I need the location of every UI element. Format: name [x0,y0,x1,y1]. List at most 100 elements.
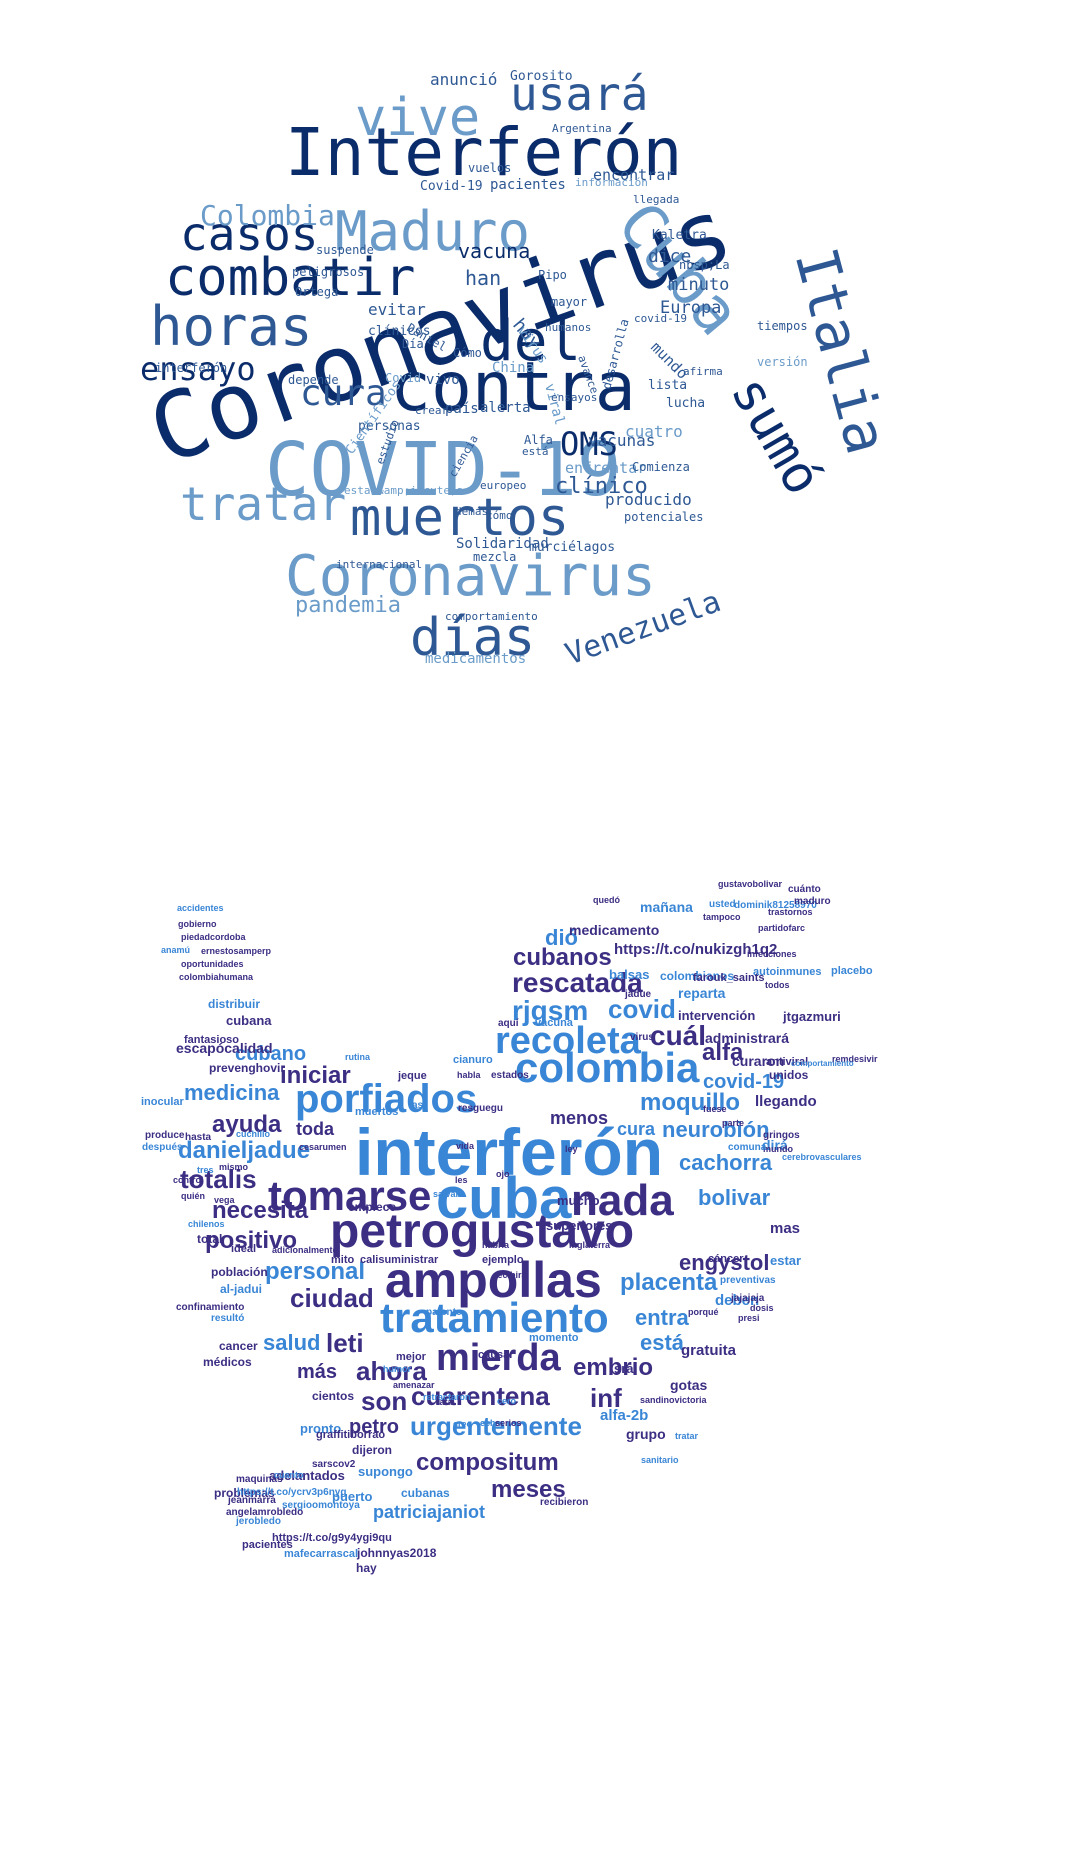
bird-cloud-word-resulto: resultó [211,1313,244,1324]
bird-cloud-word-curaron: curaron [732,1053,784,1069]
bird-cloud-word-mas: más [297,1361,337,1383]
bird-cloud-word-maquinas: maquinas [236,1474,283,1485]
top-cloud-word-contra: contra [390,348,636,427]
bird-cloud-word-https-t-co-ycrv3p6nyg: https://t.co/ycrv3p6nyg [237,1487,346,1498]
bird-cloud-word-porfiados: porfiados [295,1077,477,1121]
bird-cloud-word-dosis: dosis [750,1303,774,1313]
top-cloud-word-crear: crear [415,404,448,417]
bird-cloud-word-alfa: alfa [702,1039,744,1066]
bird-cloud-word-rutina: rutina [345,1052,371,1062]
bird-cloud-word-placenta: placenta [620,1269,718,1296]
bird-cloud-word-prevenghovir: prevenghovir [209,1061,285,1075]
bird-cloud-word-cesarumen: cesarumen [299,1142,347,1152]
top-cloud-word-version: versión [757,355,808,369]
bird-cloud-word-jajajaja: jajajaja [730,1293,765,1304]
bird-cloud-word-usted: usted [709,899,736,910]
bird-cloud-word-causar: causar [478,1349,514,1361]
bird-cloud-word-quien: quién [181,1191,205,1201]
top-cloud-word-producido: producido [605,490,692,509]
bird-cloud-word-humor: humor [383,1364,411,1374]
bird-cloud-word-johnnyas2018: johnnyas2018 [356,1546,437,1560]
bird-cloud-word-mismo: mismo [219,1162,249,1172]
top-cloud-word-covid-19: Covid-19 [420,179,483,194]
bird-cloud-word-patente: patente [426,1307,462,1318]
top-cloud-word-dia: Día [402,337,424,351]
bird-cloud-word-cuanto: cuanto [274,1470,304,1480]
bird-cloud-word-pacientes: pacientes [242,1539,293,1551]
top-cloud-word-alerta: alerta [480,400,531,416]
top-cloud-word-kaletra: Kaletra [652,228,707,243]
bird-cloud-word-aqui: aquí [498,1018,520,1029]
top-cloud-word-suspende: suspende [316,243,374,257]
bird-cloud-word-nada: nada [571,1176,674,1225]
bird-cloud-word-son: son [361,1386,407,1416]
bird-cloud-word-jeque: jeque [397,1070,427,1082]
bird-cloud-word-amenazar: amenazar [393,1380,435,1390]
top-cloud-word-europeo: europeo [480,479,526,492]
bird-cloud-word-maduro: maduro [794,896,831,907]
top-cloud-word-estar-amp-iacute-a: estar&amp;iacute;a [344,484,463,497]
bird-cloud-word-ampollas: ampollas [385,1252,602,1308]
bird-cloud-word-https-t-co-nukizgh1q2: https://t.co/nukizgh1q2 [614,941,777,958]
bird-cloud-word-grupo: grupo [626,1426,666,1442]
bird-cloud-word-gobierno: gobierno [178,919,217,929]
bird-cloud-word-estados: estados [491,1070,529,1081]
bird-cloud-word-gustavobolivar: gustavobolivar [718,879,783,889]
bird-cloud-word-cubano: cubano [235,1043,306,1065]
bird-cloud-word-ejemplo: ejemplo [482,1254,524,1266]
bird-cloud-word-hay: hay [356,1561,377,1575]
bird-cloud-word-fuese: fuese [703,1104,727,1114]
bird-cloud-word-autoinmunes: autoinmunes [753,966,821,978]
bird-cloud-word-totalis: totalis [180,1164,257,1194]
bird-cloud-word-mafecarrascal: mafecarrascal [284,1548,358,1560]
bird-cloud-word-habria: habría [482,1240,510,1250]
bird-cloud-word-vega: vega [214,1195,236,1205]
top-cloud-word-muertos: muertos [350,488,569,548]
bird-cloud-word-fantasioso: fantasioso [184,1034,239,1046]
bird-cloud-word-tomarse: tomarse [268,1172,431,1219]
bird-cloud-word-angelamrobledo: angelamrobledo [226,1507,303,1518]
bird-cloud-word-infecciones: infecciones [747,949,797,959]
bird-cloud-word-danieljadue: danieljadue [178,1137,310,1164]
bird-cloud-word-despues: después [142,1142,183,1153]
bird-cloud-word-urgentemente: urgentemente [410,1411,582,1441]
bird-cloud-word-trastornos: trastornos [768,907,813,917]
bird-cloud-word-inf: inf [590,1383,622,1413]
top-cloud-word-colombia: Colombia [200,199,335,232]
bird-cloud-word-deben: deben [715,1292,759,1309]
top-cloud-word-mezcla: mezcla [473,550,516,564]
bird-cloud-word-cuarentena: cuarentena [411,1381,550,1411]
bird-cloud-word-remdesivir: remdesivir [832,1054,878,1064]
bird-cloud-word-presi: presi [738,1313,760,1323]
bird-cloud-word-alfa-2b: alfa-2b [600,1407,648,1424]
bird-cloud-word-asi: así [412,1100,427,1111]
bird-cloud-word-gotas: gotas [670,1377,708,1393]
bird-cloud-word-placebo: placebo [831,965,873,977]
bird-cloud-word-calisuministrar: calisuministrar [360,1254,439,1266]
bird-cloud-word-jtgazmuri: jtgazmuri [782,1009,841,1024]
top-cloud-word-gorosito: Gorosito [510,69,573,84]
top-cloud-word-combatir: combatir [165,248,415,308]
bird-cloud-word-neurobion: neurobión [662,1117,770,1142]
bird-cloud-word-antiviral: antiviral [766,1056,808,1068]
top-cloud-word-vive: vive [355,88,480,148]
bird-cloud-word-recibira: recibirá [494,1270,528,1280]
top-cloud-word-maduro: Maduro [335,200,530,263]
bird-cloud-word-graffitiborrao: graffitiborrao [316,1429,385,1441]
bird-cloud-word-ahora: ahora [356,1356,427,1386]
bird-cloud-word-rjgsm: rjgsm [512,995,588,1026]
top-cloud-word-solidaridad: Solidaridad [456,536,549,552]
bird-cloud-word-dijeron: dijeron [352,1443,392,1457]
bird-cloud-word-empiece: empiece [348,1200,396,1214]
top-cloud-word-covid-19: COVID-19 [265,427,621,513]
bird-cloud-word-mucho: mucho [557,1193,600,1208]
bird-cloud-word-leti: leti [326,1328,364,1358]
top-cloud-word-cuatro: cuatro [625,422,683,441]
bird-cloud-word-jeanmarra: jeanmarra [227,1495,276,1506]
bird-cloud-word-piedadcordoba: piedadcordoba [181,932,247,942]
bird-cloud-word-tratar: tratar [675,1431,699,1441]
bird-cloud-word-poblacion: población [211,1265,268,1279]
bird-cloud-word-inocular: inocular [141,1096,185,1108]
top-cloud-word-alfa: Alfa [524,433,553,447]
